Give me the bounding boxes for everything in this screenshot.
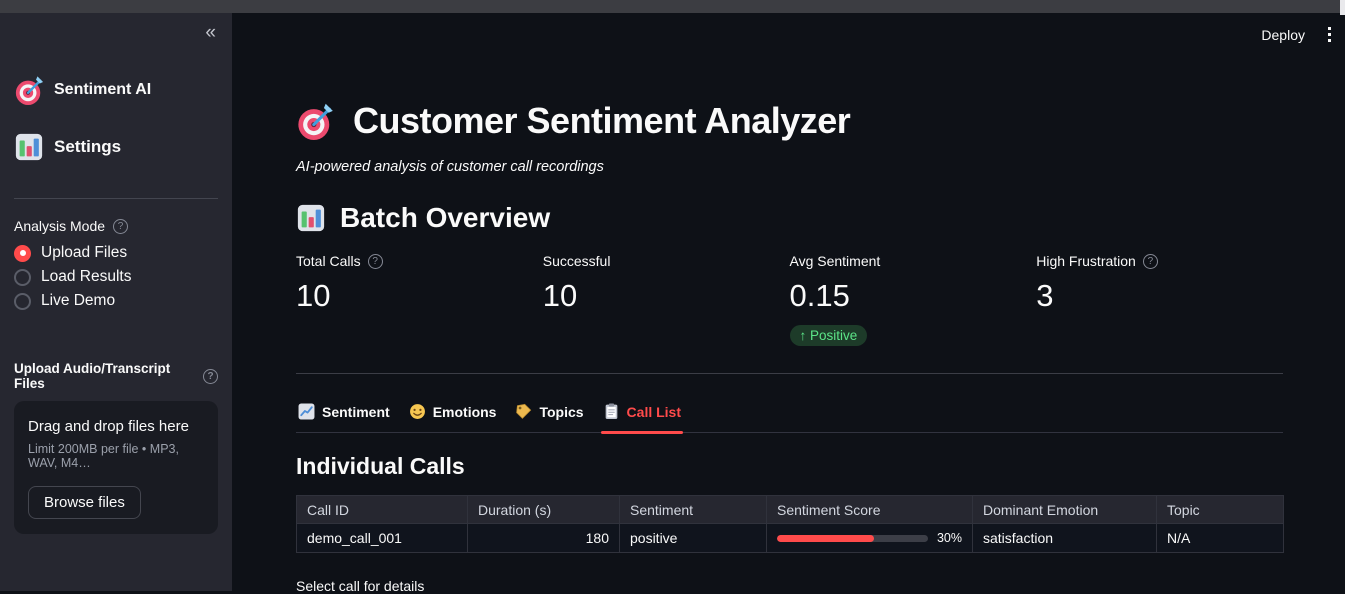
- radio-label: Load Results: [41, 268, 132, 285]
- tag-icon: [516, 403, 532, 419]
- help-icon[interactable]: ?: [113, 218, 129, 234]
- bar-chart-icon: [15, 133, 43, 161]
- page-subtitle: AI-powered analysis of customer call rec…: [296, 159, 604, 175]
- col-sentiment-score[interactable]: Sentiment Score: [766, 495, 973, 524]
- col-dominant-emotion[interactable]: Dominant Emotion: [972, 495, 1157, 524]
- metric-value: 10: [296, 278, 331, 313]
- target-icon: [296, 102, 334, 140]
- browse-files-button[interactable]: Browse files: [28, 486, 141, 519]
- cell-dominant-emotion[interactable]: satisfaction: [972, 523, 1157, 553]
- col-duration[interactable]: Duration (s): [467, 495, 620, 524]
- analysis-mode-label-row: Analysis Mode ?: [14, 218, 218, 234]
- tab-label: Sentiment: [322, 403, 390, 420]
- metric-total-calls: Total Calls ? 10: [296, 253, 543, 346]
- tab-bar: Sentiment Emotions Topics Call List: [296, 403, 1283, 434]
- vertical-scrollbar[interactable]: [1340, 0, 1345, 15]
- window-top-bar: [0, 0, 1345, 13]
- uploader-label-row: Upload Audio/Transcript Files ?: [14, 361, 218, 391]
- target-icon: [14, 75, 44, 105]
- smiley-icon: [409, 403, 426, 420]
- analysis-mode-label: Analysis Mode: [14, 218, 106, 234]
- table-row[interactable]: demo_call_001 180 positive 30% satisfact…: [296, 523, 1284, 553]
- analysis-mode-radio-group: Upload Files Load Results Live Demo: [14, 244, 218, 310]
- score-percent: 30%: [936, 531, 962, 545]
- tab-label: Emotions: [432, 403, 497, 420]
- help-icon[interactable]: ?: [1142, 253, 1158, 269]
- app-brand: Sentiment AI: [14, 75, 218, 105]
- page-title-row: Customer Sentiment Analyzer: [296, 100, 1283, 142]
- col-topic[interactable]: Topic: [1156, 495, 1284, 524]
- radio-unselected-icon: [14, 268, 31, 286]
- deploy-button[interactable]: Deploy: [1261, 26, 1305, 43]
- settings-heading: Settings: [14, 132, 218, 162]
- uploader-label: Upload Audio/Transcript Files: [14, 361, 171, 391]
- calls-table: Call ID Duration (s) Sentiment Sentiment…: [296, 495, 1284, 553]
- page-title: Customer Sentiment Analyzer: [353, 100, 851, 141]
- tab-call-list[interactable]: Call List: [600, 403, 684, 434]
- dropzone-hint: Limit 200MB per file • MP3, WAV, M4…: [28, 442, 179, 470]
- tab-topics[interactable]: Topics: [513, 403, 585, 432]
- metric-label: Avg Sentiment: [789, 253, 881, 269]
- tab-sentiment[interactable]: Sentiment: [296, 403, 392, 432]
- col-call-id[interactable]: Call ID: [296, 495, 468, 524]
- col-sentiment[interactable]: Sentiment: [619, 495, 767, 524]
- score-progress-track: [777, 534, 928, 542]
- metric-value: 10: [542, 278, 578, 313]
- radio-label: Live Demo: [41, 292, 116, 309]
- sidebar-divider: [14, 198, 218, 199]
- metric-label: High Frustration: [1036, 253, 1136, 269]
- radio-load-results[interactable]: Load Results: [14, 268, 218, 286]
- score-progress-fill: [777, 534, 874, 542]
- metric-value: 0.15: [789, 278, 850, 313]
- file-dropzone[interactable]: Drag and drop files here Limit 200MB per…: [14, 401, 218, 534]
- section-title-text: Batch Overview: [340, 202, 551, 233]
- app-toolbar: Deploy: [1261, 23, 1337, 46]
- help-icon[interactable]: ?: [203, 368, 218, 384]
- select-call-label: Select call for details: [296, 578, 425, 594]
- individual-calls-heading: Individual Calls: [296, 453, 465, 479]
- tab-label: Topics: [539, 403, 584, 420]
- bar-chart-icon: [297, 204, 325, 232]
- settings-title: Settings: [54, 137, 122, 156]
- sidebar: « Sentiment AI Settings Analysis Mode ? …: [0, 13, 232, 591]
- main-content: Customer Sentiment Analyzer AI-powered a…: [232, 13, 1345, 594]
- dropzone-title: Drag and drop files here: [28, 418, 189, 435]
- metric-successful: Successful 10: [543, 253, 790, 346]
- cell-call-id[interactable]: demo_call_001: [296, 523, 468, 553]
- metric-avg-sentiment: Avg Sentiment 0.15 ↑ Positive: [789, 253, 1037, 346]
- metric-high-frustration: High Frustration ? 3: [1036, 253, 1283, 346]
- app-title: Sentiment AI: [54, 81, 152, 98]
- sidebar-collapse-icon[interactable]: «: [205, 22, 215, 43]
- overflow-menu-icon[interactable]: [1322, 23, 1337, 46]
- radio-selected-icon: [14, 244, 31, 262]
- tab-label: Call List: [626, 403, 682, 420]
- radio-live-demo[interactable]: Live Demo: [14, 292, 218, 310]
- cell-sentiment-score[interactable]: 30%: [766, 523, 973, 553]
- radio-upload-files[interactable]: Upload Files: [14, 244, 218, 262]
- section-divider: [296, 373, 1283, 374]
- cell-sentiment[interactable]: positive: [619, 523, 767, 553]
- radio-unselected-icon: [14, 292, 31, 310]
- tab-emotions[interactable]: Emotions: [407, 403, 499, 432]
- positive-delta-badge: ↑ Positive: [789, 325, 868, 346]
- metrics-row: Total Calls ? 10 Successful 10 Avg Senti…: [296, 253, 1283, 346]
- metric-label: Total Calls: [296, 253, 361, 269]
- metric-value: 3: [1036, 278, 1054, 313]
- help-icon[interactable]: ?: [367, 253, 383, 269]
- batch-overview-heading: Batch Overview: [296, 202, 1283, 234]
- cell-topic[interactable]: N/A: [1156, 523, 1284, 553]
- table-header-row: Call ID Duration (s) Sentiment Sentiment…: [296, 495, 1284, 524]
- metric-label: Successful: [542, 253, 611, 269]
- clipboard-icon: [605, 403, 617, 419]
- radio-label: Upload Files: [41, 244, 128, 261]
- cell-duration[interactable]: 180: [467, 523, 620, 553]
- chart-increasing-icon: [298, 403, 315, 420]
